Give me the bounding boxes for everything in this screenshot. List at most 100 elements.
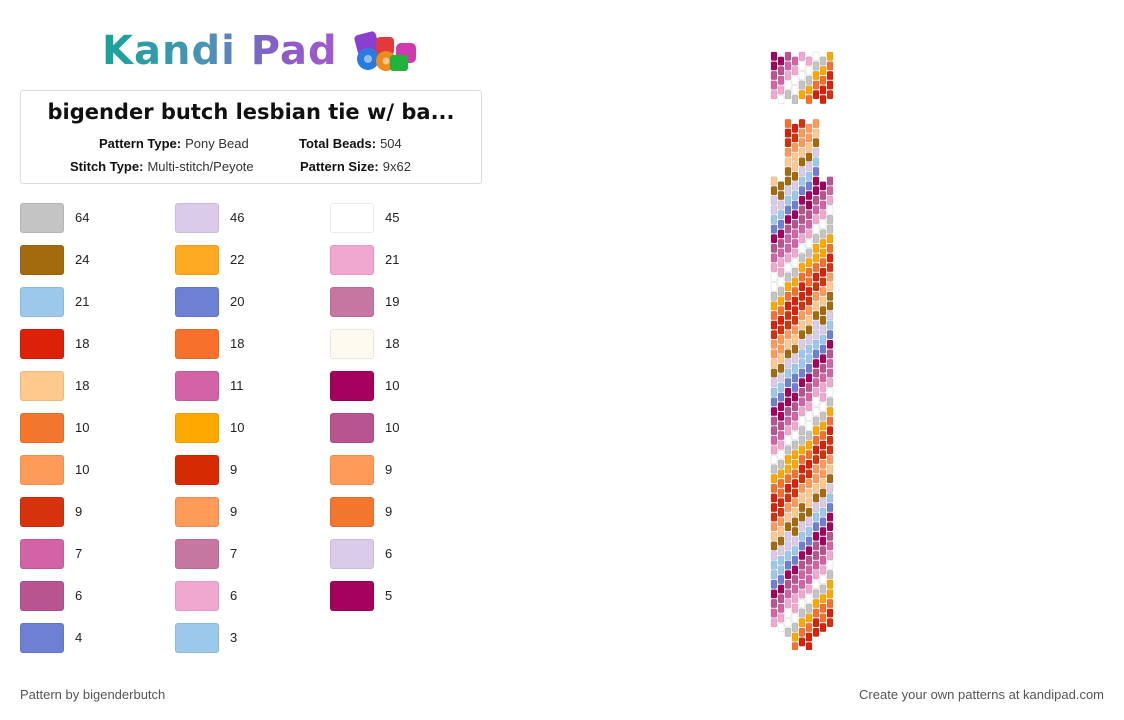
bead: [819, 296, 827, 306]
bead: [819, 354, 827, 364]
kandipad-promo-link[interactable]: Create your own patterns at kandipad.com: [859, 687, 1104, 702]
bead: [819, 430, 827, 441]
bead-count: 24: [75, 252, 90, 267]
bead-count: 22: [230, 252, 245, 267]
bead: [777, 536, 785, 546]
bead: [791, 133, 799, 143]
bead: [784, 320, 792, 330]
bead: [812, 512, 820, 522]
bead: [798, 90, 806, 100]
bead: [812, 483, 820, 493]
bead: [798, 627, 806, 637]
bead: [791, 286, 799, 297]
bead: [798, 397, 806, 407]
bead: [777, 354, 785, 364]
bead: [798, 618, 806, 628]
color-swatch: [330, 329, 374, 359]
bead: [791, 200, 799, 210]
bead: [826, 531, 834, 541]
bead: [777, 382, 785, 393]
bead: [805, 344, 813, 354]
bead: [777, 392, 785, 402]
bead: [826, 186, 834, 196]
bead: [784, 70, 792, 81]
bead: [805, 632, 813, 642]
bead: [812, 243, 820, 253]
bead-count: 7: [230, 546, 238, 561]
bead: [805, 181, 813, 191]
bead: [791, 382, 799, 393]
bead: [812, 186, 820, 196]
bead: [805, 171, 813, 181]
bead: [798, 406, 806, 417]
bead: [770, 243, 778, 253]
bead: [777, 181, 785, 191]
bead: [791, 296, 799, 306]
bead: [791, 162, 799, 172]
bead: [812, 502, 820, 513]
bead: [812, 464, 820, 474]
bead: [798, 195, 806, 205]
bead: [826, 320, 834, 330]
bead: [777, 546, 785, 556]
bead: [777, 296, 785, 306]
bead: [784, 435, 792, 445]
bead: [798, 272, 806, 282]
bead: [805, 75, 813, 85]
bead: [770, 493, 778, 503]
bead: [798, 80, 806, 90]
bead: [791, 306, 799, 316]
color-swatch: [175, 413, 219, 443]
bead: [812, 349, 820, 359]
bead: [777, 66, 785, 76]
bead: [826, 214, 834, 225]
bead: [784, 483, 792, 493]
bead: [784, 147, 792, 157]
bead: [784, 550, 792, 561]
bead-count: 10: [75, 420, 90, 435]
bead: [798, 512, 806, 522]
bead: [777, 56, 785, 66]
bead: [770, 502, 778, 513]
bead: [805, 219, 813, 229]
bead: [812, 291, 820, 301]
bead: [784, 262, 792, 273]
bead: [819, 498, 827, 508]
total-beads-value: 504: [380, 136, 402, 151]
bead: [784, 272, 792, 282]
bead: [826, 512, 834, 522]
bead: [784, 397, 792, 407]
bead: [798, 301, 806, 311]
bead: [777, 488, 785, 498]
bead: [826, 61, 834, 71]
bead: [826, 205, 834, 215]
bead: [777, 75, 785, 85]
bead: [805, 142, 813, 153]
bead-count: 9: [385, 462, 393, 477]
bead: [777, 594, 785, 604]
bead: [791, 238, 799, 249]
bead: [791, 526, 799, 537]
bead: [812, 253, 820, 263]
bead: [819, 66, 827, 76]
bead: [819, 344, 827, 354]
bead-count: 18: [75, 378, 90, 393]
bead: [826, 301, 834, 311]
bead: [784, 282, 792, 292]
bead: [819, 469, 827, 479]
bead: [770, 512, 778, 522]
bead: [812, 550, 820, 561]
kandi-pad-logo[interactable]: Kandi Pad: [102, 26, 422, 76]
bead: [770, 253, 778, 263]
bead: [798, 282, 806, 292]
bead: [777, 603, 785, 613]
bead: [791, 450, 799, 460]
bead: [798, 474, 806, 484]
bead: [826, 618, 834, 628]
bead: [819, 622, 827, 633]
bead: [798, 61, 806, 71]
bead: [812, 118, 820, 129]
bead: [812, 378, 820, 388]
bead: [826, 406, 834, 417]
bead: [805, 296, 813, 306]
